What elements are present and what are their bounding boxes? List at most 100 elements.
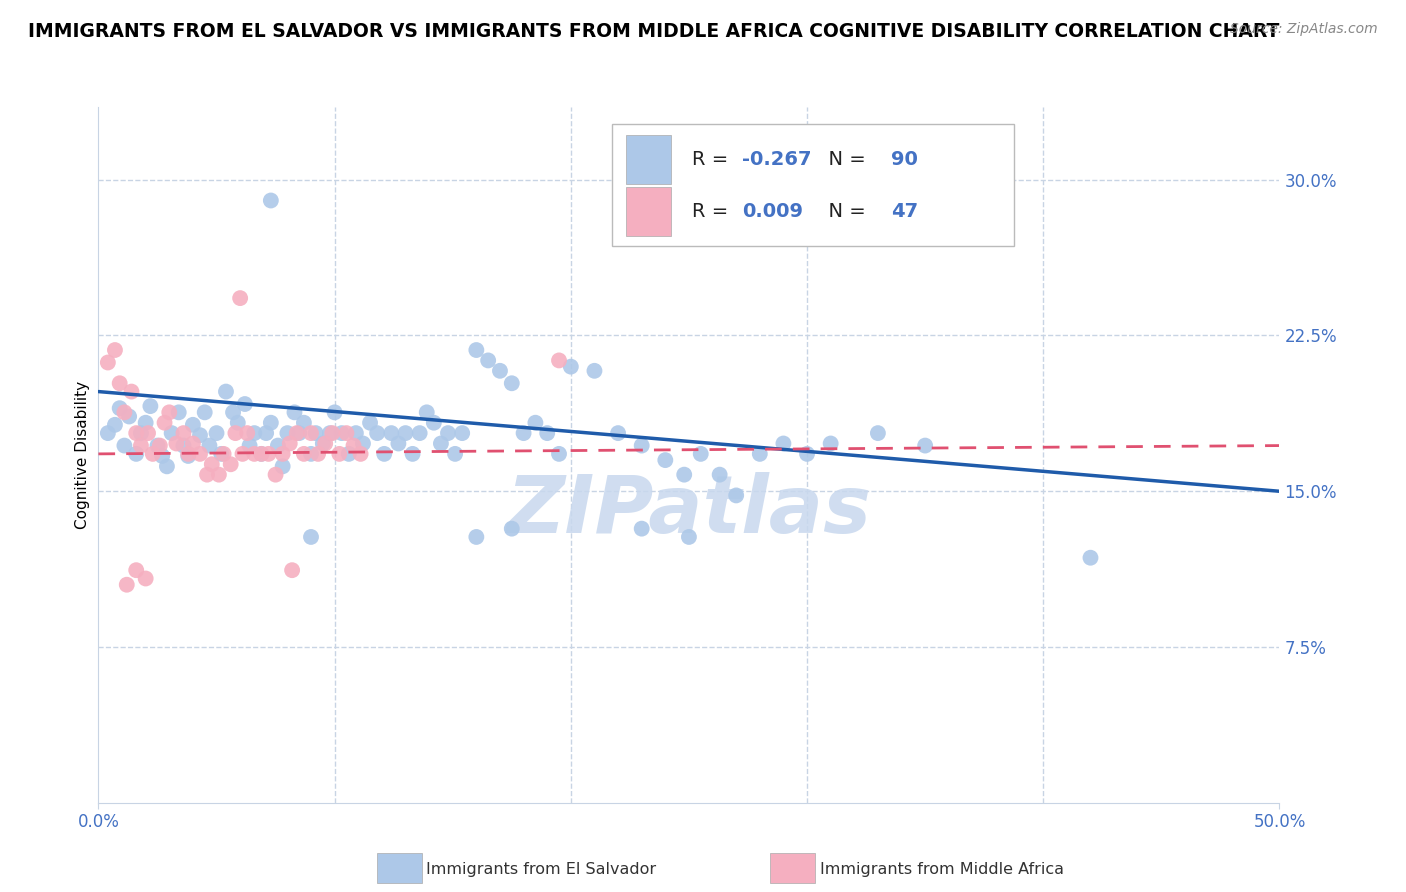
Text: Immigrants from Middle Africa: Immigrants from Middle Africa [820, 863, 1064, 877]
Text: 90: 90 [891, 150, 918, 169]
Point [271, 459, 294, 474]
Point [212, 447, 235, 461]
Point [299, 447, 322, 461]
Point [820, 436, 842, 450]
Point [125, 426, 148, 441]
Point [146, 439, 169, 453]
Point [121, 384, 143, 399]
Text: N =: N = [817, 150, 873, 169]
Point [725, 488, 748, 502]
Point [489, 364, 512, 378]
Point [271, 447, 294, 461]
Point [451, 426, 474, 441]
Point [512, 426, 534, 441]
Point [465, 343, 488, 357]
Point [416, 405, 439, 419]
Point [160, 426, 183, 441]
Point [387, 436, 409, 450]
Point [231, 447, 253, 461]
Point [501, 522, 523, 536]
Point [229, 291, 252, 305]
Point [335, 426, 357, 441]
Point [394, 426, 416, 441]
Point [135, 416, 157, 430]
Point [307, 447, 329, 461]
Point [136, 426, 159, 441]
Point [142, 447, 165, 461]
Text: ZIPatlas: ZIPatlas [506, 472, 872, 549]
Point [150, 449, 173, 463]
Text: -0.267: -0.267 [742, 150, 811, 169]
Point [233, 397, 256, 411]
Point [349, 447, 371, 461]
Point [501, 376, 523, 391]
Point [198, 439, 221, 453]
Point [430, 436, 453, 450]
Text: R =: R = [693, 202, 735, 221]
Point [209, 447, 232, 461]
Point [243, 426, 266, 441]
Point [177, 449, 200, 463]
Point [560, 359, 582, 374]
Point [118, 409, 141, 424]
Point [165, 436, 187, 450]
Point [278, 436, 301, 450]
Text: Immigrants from El Salvador: Immigrants from El Salvador [426, 863, 657, 877]
Point [1080, 550, 1102, 565]
Point [243, 447, 266, 461]
Point [914, 439, 936, 453]
Text: R =: R = [693, 150, 735, 169]
Point [380, 426, 402, 441]
Text: 47: 47 [891, 202, 918, 221]
Point [208, 467, 231, 482]
FancyBboxPatch shape [626, 135, 671, 184]
Point [201, 457, 224, 471]
Point [224, 426, 246, 441]
Point [115, 578, 138, 592]
Point [108, 376, 131, 391]
Point [177, 447, 200, 461]
Point [654, 453, 676, 467]
Point [97, 355, 120, 369]
Point [260, 194, 283, 208]
Point [408, 426, 430, 441]
Point [748, 447, 770, 461]
Point [149, 439, 172, 453]
Point [181, 436, 204, 450]
Point [104, 417, 127, 432]
Point [157, 405, 180, 419]
Point [465, 530, 488, 544]
Text: IMMIGRANTS FROM EL SALVADOR VS IMMIGRANTS FROM MIDDLE AFRICA COGNITIVE DISABILIT: IMMIGRANTS FROM EL SALVADOR VS IMMIGRANT… [28, 22, 1279, 41]
Point [112, 439, 135, 453]
Point [108, 401, 131, 416]
Point [139, 399, 162, 413]
Point [796, 447, 818, 461]
Point [299, 426, 322, 441]
Point [342, 439, 364, 453]
Point [153, 416, 176, 430]
Point [239, 439, 262, 453]
Point [423, 416, 446, 430]
Point [281, 563, 304, 577]
Point [125, 563, 148, 577]
Point [524, 416, 547, 430]
Point [323, 405, 346, 419]
Point [215, 384, 238, 399]
Point [709, 467, 731, 482]
Point [285, 426, 308, 441]
Point [344, 426, 367, 441]
Point [222, 405, 245, 419]
Point [772, 436, 794, 450]
Point [276, 426, 298, 441]
Point [678, 530, 700, 544]
Point [328, 447, 350, 461]
Point [97, 426, 120, 441]
Point [299, 530, 322, 544]
Point [477, 353, 499, 368]
Point [257, 447, 280, 461]
Point [219, 457, 242, 471]
Point [283, 405, 305, 419]
Point [444, 447, 467, 461]
Point [226, 416, 249, 430]
Point [172, 439, 194, 453]
